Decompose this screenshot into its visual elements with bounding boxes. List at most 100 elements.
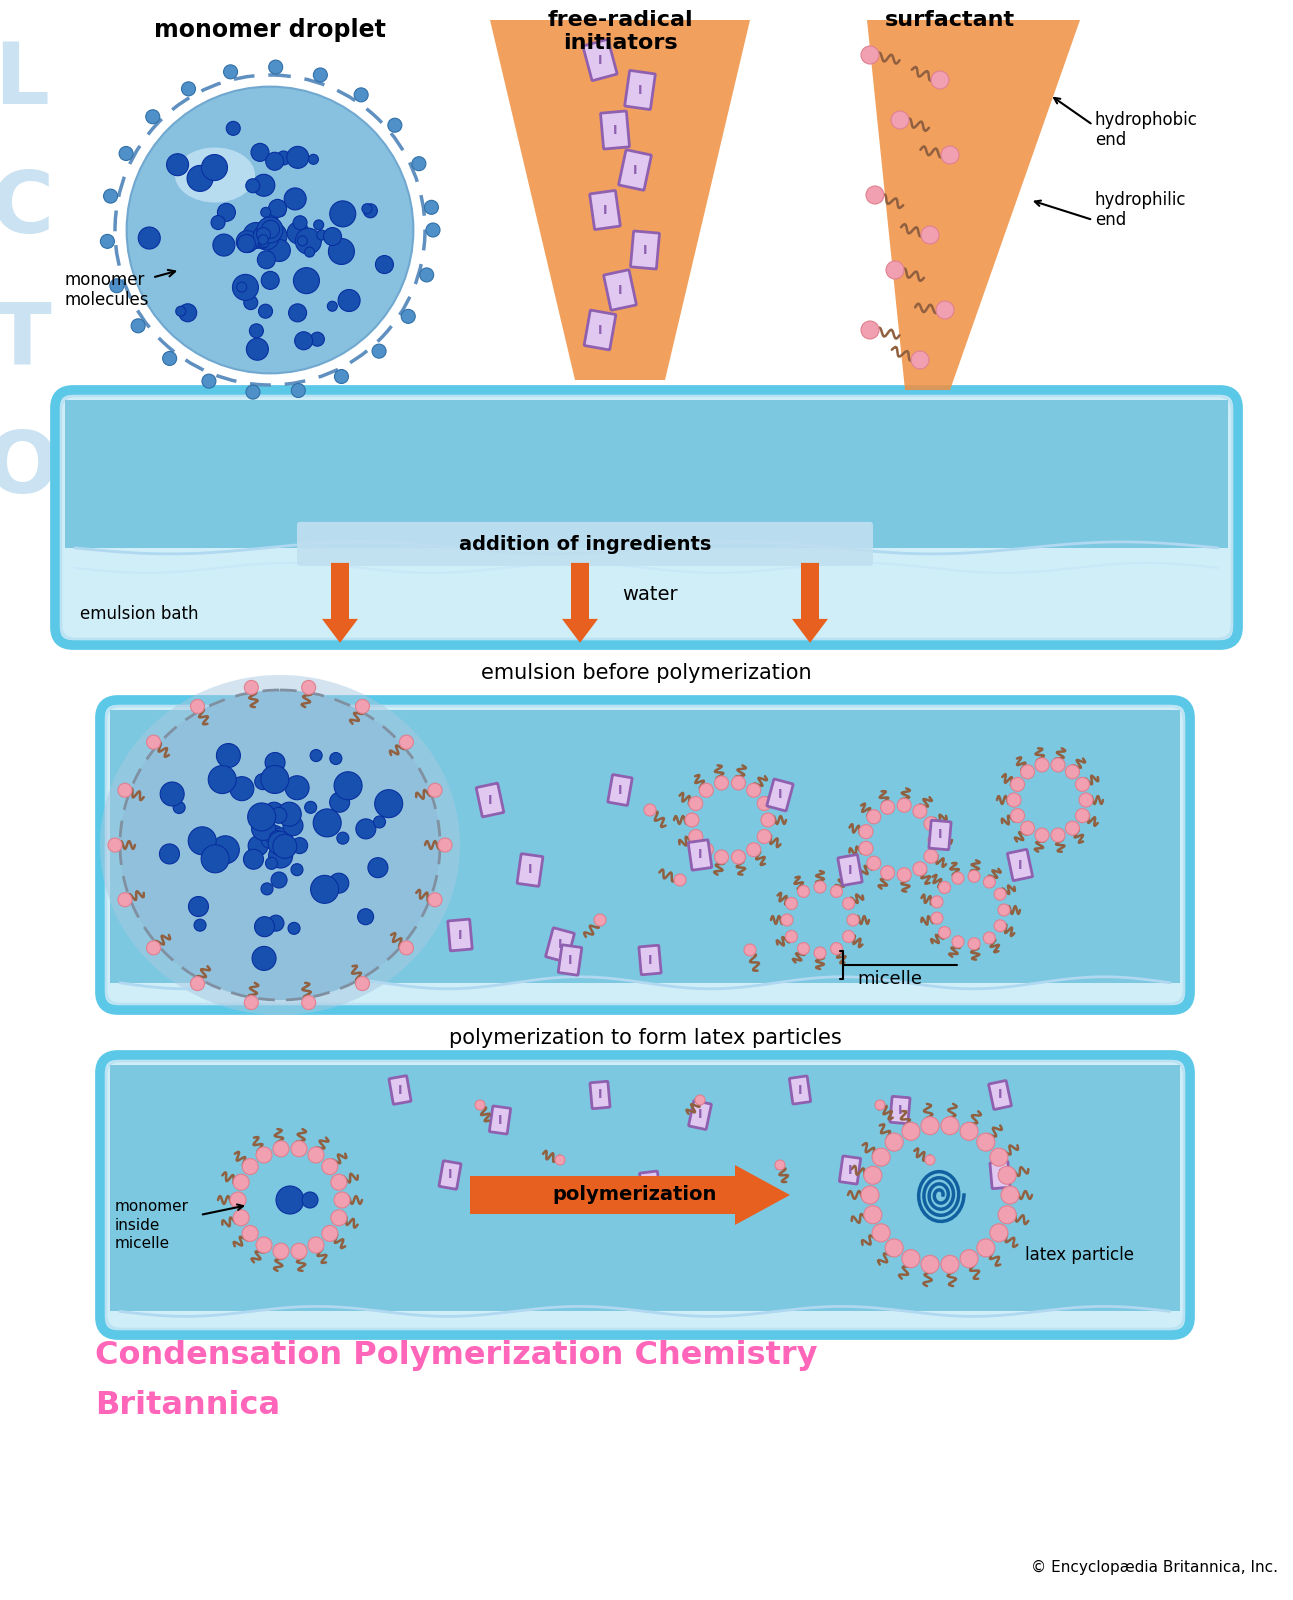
Circle shape [337,832,349,845]
Circle shape [428,784,442,797]
Circle shape [270,808,287,824]
Circle shape [881,800,895,814]
Circle shape [237,282,247,293]
Text: I: I [568,954,573,966]
Circle shape [261,221,279,238]
FancyBboxPatch shape [546,928,574,962]
Circle shape [1007,794,1021,806]
Circle shape [798,885,809,898]
Circle shape [859,824,873,838]
Circle shape [936,301,954,318]
Text: free-radical
initiators: free-radical initiators [547,10,693,53]
Circle shape [328,874,349,893]
Text: I: I [398,1083,402,1096]
Text: monomer droplet: monomer droplet [154,18,385,42]
FancyBboxPatch shape [56,390,1237,645]
Circle shape [372,344,387,358]
Circle shape [375,256,393,274]
Circle shape [261,222,279,240]
Circle shape [356,699,370,714]
Circle shape [356,976,370,990]
Circle shape [260,237,269,248]
Ellipse shape [100,675,460,1014]
Circle shape [259,235,268,245]
Text: I: I [597,323,603,336]
Circle shape [369,858,388,878]
Text: I: I [698,848,702,861]
Circle shape [781,914,793,926]
FancyArrow shape [562,563,597,643]
Circle shape [715,776,728,790]
Circle shape [983,877,996,888]
FancyBboxPatch shape [583,40,617,80]
Circle shape [1051,758,1065,771]
Circle shape [354,88,369,102]
Circle shape [330,792,349,813]
Circle shape [256,1237,272,1253]
Circle shape [903,1250,919,1267]
Circle shape [715,850,728,864]
Circle shape [273,834,297,858]
Circle shape [252,816,275,840]
Circle shape [301,680,315,694]
Circle shape [252,947,277,971]
Circle shape [131,318,145,333]
Circle shape [305,246,314,258]
Text: I: I [557,939,562,952]
Circle shape [685,813,700,827]
Circle shape [173,802,185,813]
Circle shape [815,882,826,893]
Circle shape [961,1122,978,1141]
FancyBboxPatch shape [590,1082,610,1109]
Circle shape [976,1238,994,1258]
Text: I: I [778,789,782,802]
Text: emulsion before polymerization: emulsion before polymerization [481,662,811,683]
Circle shape [976,1133,994,1150]
Circle shape [941,1117,959,1134]
Text: I: I [618,784,622,797]
Circle shape [250,323,264,338]
Circle shape [230,1192,246,1208]
Circle shape [265,152,283,170]
Text: I: I [528,864,533,877]
Circle shape [830,885,843,898]
Text: I: I [637,83,643,96]
Circle shape [277,802,301,826]
Circle shape [224,66,238,78]
Circle shape [886,261,904,278]
FancyBboxPatch shape [890,1096,910,1123]
Circle shape [400,734,414,749]
Circle shape [138,227,160,250]
FancyBboxPatch shape [590,190,621,229]
Circle shape [295,331,313,350]
Circle shape [189,896,208,917]
Circle shape [118,893,132,907]
Polygon shape [490,19,750,379]
Circle shape [178,304,197,322]
FancyBboxPatch shape [476,784,504,816]
Circle shape [886,1238,903,1258]
Circle shape [268,832,292,856]
Circle shape [861,1186,879,1203]
Circle shape [1065,821,1080,835]
Circle shape [233,274,259,301]
Text: C: C [0,168,53,251]
Circle shape [308,1237,325,1253]
Circle shape [189,827,216,854]
Circle shape [251,144,269,162]
Circle shape [301,995,315,1010]
Text: I: I [897,1104,903,1117]
Text: I: I [998,1168,1002,1181]
Circle shape [931,70,949,90]
Circle shape [374,816,385,827]
Circle shape [1065,765,1080,779]
Circle shape [400,941,414,955]
Circle shape [388,118,402,133]
FancyBboxPatch shape [990,1162,1010,1189]
Circle shape [160,782,184,806]
Circle shape [913,805,927,818]
Text: I: I [603,203,608,216]
Text: I: I [1018,859,1023,872]
Circle shape [961,1250,978,1267]
Circle shape [847,914,859,926]
